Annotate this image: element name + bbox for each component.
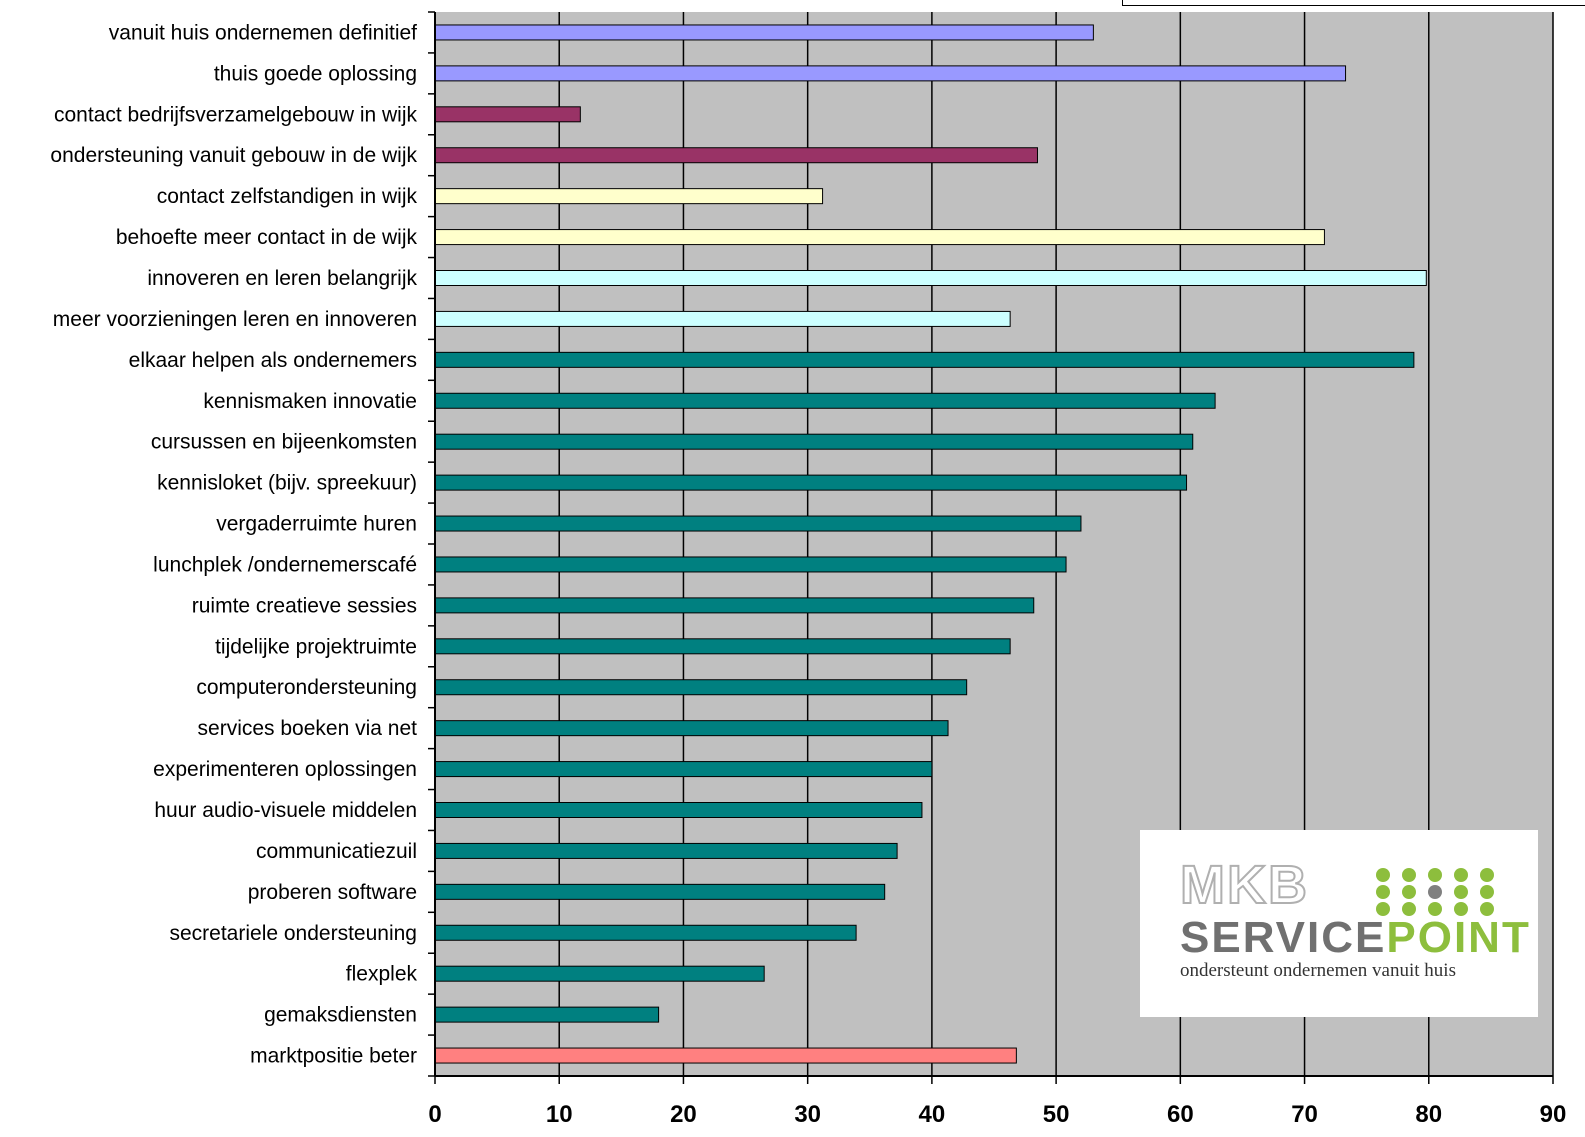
bar — [434, 679, 968, 696]
bar — [434, 883, 886, 900]
logo-dot — [1480, 885, 1494, 899]
bar — [434, 229, 1325, 246]
logo-brand-service: SERVICE — [1180, 913, 1387, 962]
bar — [434, 638, 1011, 655]
category-label: lunchplek /ondernemerscafé — [153, 553, 417, 576]
bar — [434, 106, 581, 123]
category-label: gemaksdiensten — [264, 1004, 417, 1027]
category-label: vergaderruimte huren — [216, 513, 417, 536]
logo-dot — [1428, 868, 1442, 882]
category-label: contact bedrijfsverzamelgebouw in wijk — [54, 103, 417, 126]
bar — [434, 761, 933, 778]
logo-brand-top: MKB — [1179, 855, 1309, 915]
category-label: meer voorzieningen leren en innoveren — [53, 308, 417, 331]
category-label: flexplek — [346, 963, 418, 986]
x-tick-label: 0 — [428, 1101, 441, 1128]
x-tick-label: 70 — [1291, 1101, 1318, 1128]
bar — [434, 842, 898, 859]
category-label: contact zelfstandigen in wijk — [157, 185, 418, 208]
bar — [434, 24, 1094, 41]
category-label: ruimte creatieve sessies — [192, 594, 417, 617]
logo-dot — [1402, 868, 1416, 882]
bar — [434, 802, 923, 818]
category-label: secretariele ondersteuning — [170, 922, 418, 945]
logo-tagline: ondersteunt ondernemen vanuit huis — [1180, 960, 1456, 981]
logo-dots — [1376, 868, 1506, 918]
logo-dot — [1480, 902, 1494, 916]
logo-brand-point: POINT — [1386, 913, 1531, 962]
bar — [434, 597, 1035, 614]
bar — [434, 474, 1188, 491]
logo-dot — [1402, 885, 1416, 899]
bar — [434, 270, 1427, 286]
category-label: communicatiezuil — [256, 840, 417, 863]
logo-dot — [1454, 868, 1468, 882]
category-label: elkaar helpen als ondernemers — [129, 349, 417, 372]
logo-dot — [1376, 868, 1390, 882]
category-label: thuis goede oplossing — [214, 62, 417, 85]
x-tick-label: 30 — [794, 1101, 821, 1128]
category-label: proberen software — [248, 881, 417, 904]
bar — [434, 720, 949, 737]
category-label: vanuit huis ondernemen definitief — [109, 21, 417, 44]
bar — [434, 188, 824, 205]
bar — [434, 351, 1415, 368]
category-label: behoefte meer contact in de wijk — [116, 226, 418, 249]
logo-dot — [1428, 885, 1442, 899]
x-tick-label: 60 — [1167, 1101, 1194, 1128]
bar — [434, 392, 1216, 409]
x-tick-label: 80 — [1415, 1101, 1442, 1128]
axes — [428, 11, 1554, 1084]
logo-dot — [1376, 902, 1390, 916]
x-tick-label: 10 — [546, 1101, 573, 1128]
bar — [434, 310, 1011, 327]
logo-dot — [1454, 902, 1468, 916]
x-tick-label: 20 — [670, 1101, 697, 1128]
category-label: kennisloket (bijv. spreekuur) — [157, 472, 417, 495]
category-label: marktpositie beter — [250, 1045, 417, 1068]
bar — [434, 65, 1347, 82]
x-tick-label: 90 — [1540, 1101, 1567, 1128]
category-label: cursussen en bijeenkomsten — [151, 431, 417, 454]
logo-brand-bottom: SERVICEPOINT — [1180, 914, 1531, 962]
logo-dot — [1402, 902, 1416, 916]
bar — [434, 1047, 1017, 1064]
bar — [434, 515, 1082, 532]
x-tick-label: 40 — [919, 1101, 946, 1128]
x-tick-labels: 0 10 20 30 40 50 60 70 80 90 — [428, 1101, 1566, 1128]
bar — [434, 1006, 660, 1023]
logo: MKB SERVICEPOINT ondersteunt ondernemen … — [1140, 830, 1538, 1017]
category-label: huur audio-visuele middelen — [154, 799, 417, 822]
category-label: services boeken via net — [198, 717, 418, 740]
category-label: ondersteuning vanuit gebouw in de wijk — [50, 144, 417, 167]
category-label: innoveren en leren belangrijk — [147, 267, 417, 290]
category-label: experimenteren oplossingen — [153, 758, 417, 781]
bar — [434, 965, 765, 982]
category-label: kennismaken innovatie — [203, 390, 417, 413]
logo-dot — [1480, 868, 1494, 882]
bar — [434, 556, 1067, 573]
logo-dot — [1376, 885, 1390, 899]
bar — [434, 147, 1038, 164]
logo-dot — [1454, 885, 1468, 899]
category-label: tijdelijke projektruimte — [215, 635, 417, 658]
bar — [434, 433, 1194, 450]
category-label: computerondersteuning — [196, 676, 417, 699]
legend-box — [1122, 0, 1585, 6]
x-tick-label: 50 — [1043, 1101, 1070, 1128]
bar — [434, 924, 857, 941]
category-labels: vanuit huis ondernemen definitief thuis g… — [50, 21, 417, 1067]
logo-dot — [1428, 902, 1442, 916]
